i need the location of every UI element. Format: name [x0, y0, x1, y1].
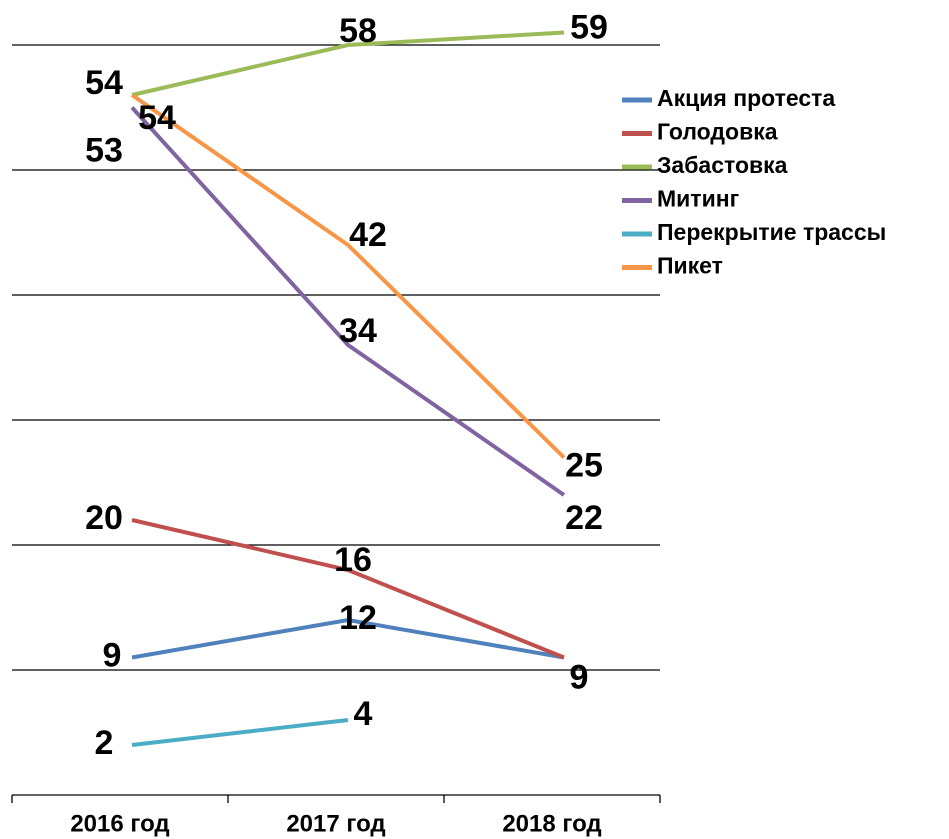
data-label: 53: [85, 131, 123, 169]
x-tick-label: 2016 год: [70, 810, 169, 837]
legend-label: Забастовка: [657, 152, 788, 178]
data-label: 58: [339, 12, 377, 50]
data-label: 9: [103, 636, 122, 674]
data-label: 9: [570, 658, 589, 696]
data-label: 34: [339, 312, 377, 350]
legend-label: Пикет: [657, 253, 723, 279]
data-label: 12: [339, 599, 377, 637]
data-label: 59: [570, 8, 608, 46]
x-tick-label: 2017 год: [286, 810, 385, 837]
line-series: [130, 106, 566, 497]
legend-label: Акция протеста: [657, 85, 835, 111]
data-label: 54: [85, 64, 123, 102]
line-series: [130, 93, 566, 459]
line-series: [131, 518, 565, 660]
x-tick-label: 2018 год: [502, 810, 601, 837]
legend-label: Голодовка: [657, 119, 778, 145]
data-label: 4: [354, 695, 373, 733]
data-label: 42: [349, 216, 387, 254]
data-label: 9: [570, 658, 589, 696]
legend-label: Перекрытие трассы: [657, 219, 886, 245]
data-label: 22: [565, 499, 603, 537]
line-series: [131, 617, 565, 660]
data-label: 54: [138, 99, 176, 137]
legend-label: Митинг: [657, 186, 739, 212]
data-label: 20: [85, 499, 123, 537]
line-series: [131, 30, 565, 97]
data-label: 2: [95, 724, 114, 762]
line-series: [131, 718, 349, 747]
data-label: 25: [565, 446, 603, 484]
data-label: 16: [334, 541, 372, 579]
